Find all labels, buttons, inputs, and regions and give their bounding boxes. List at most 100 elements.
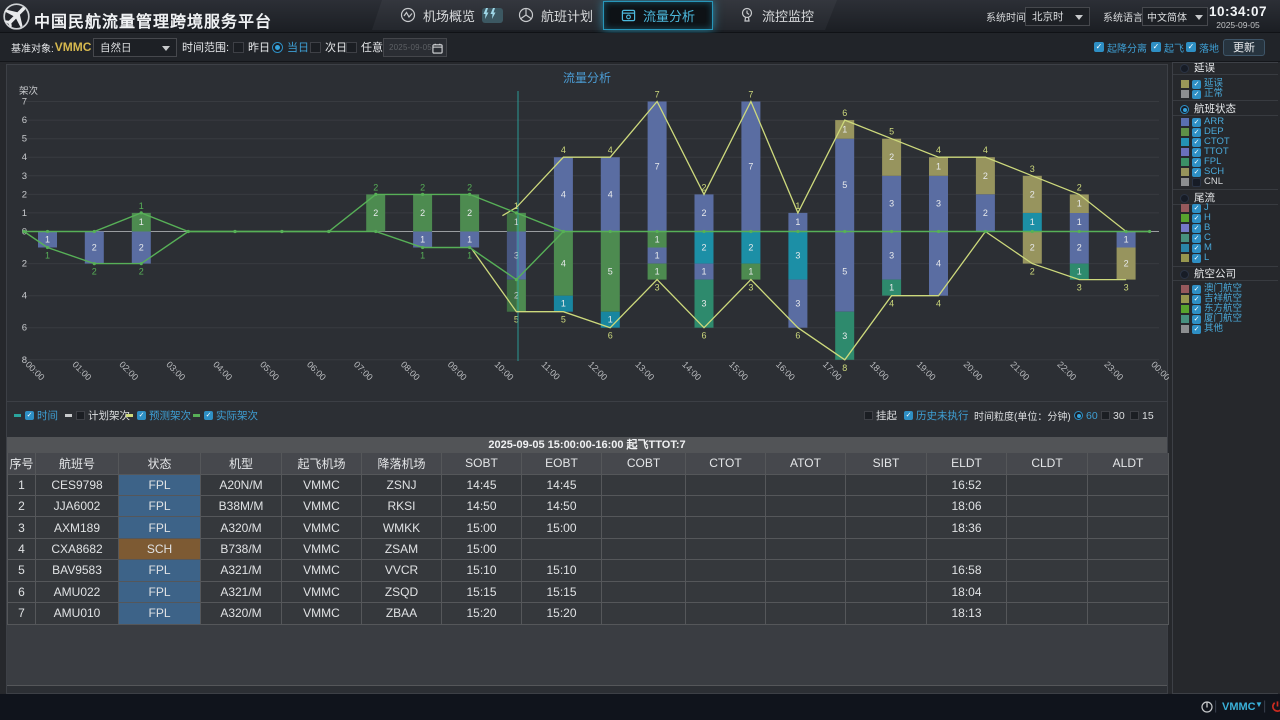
svg-text:7: 7 bbox=[655, 90, 660, 100]
svg-text:2: 2 bbox=[701, 182, 706, 192]
svg-text:4: 4 bbox=[608, 145, 613, 155]
svg-text:22:00: 22:00 bbox=[1055, 359, 1078, 382]
svg-text:4: 4 bbox=[22, 291, 27, 302]
svg-text:12:00: 12:00 bbox=[586, 359, 609, 382]
svg-text:1: 1 bbox=[795, 217, 800, 227]
svg-text:2: 2 bbox=[748, 243, 753, 253]
svg-text:1: 1 bbox=[22, 208, 27, 219]
svg-text:3: 3 bbox=[1030, 164, 1035, 174]
svg-text:6: 6 bbox=[795, 331, 800, 341]
svg-text:5: 5 bbox=[22, 134, 27, 145]
svg-text:1: 1 bbox=[1077, 267, 1082, 277]
svg-text:1: 1 bbox=[514, 201, 519, 211]
svg-text:6: 6 bbox=[842, 108, 847, 118]
svg-text:18:00: 18:00 bbox=[868, 359, 891, 382]
svg-text:4: 4 bbox=[936, 145, 941, 155]
svg-text:1: 1 bbox=[139, 201, 144, 211]
svg-text:2: 2 bbox=[467, 208, 472, 218]
svg-text:1: 1 bbox=[420, 235, 425, 245]
svg-text:2: 2 bbox=[373, 208, 378, 218]
svg-text:19:00: 19:00 bbox=[915, 359, 938, 382]
svg-text:3: 3 bbox=[655, 283, 660, 293]
svg-text:5: 5 bbox=[561, 315, 566, 325]
svg-text:架次: 架次 bbox=[19, 85, 39, 97]
svg-text:3: 3 bbox=[1124, 283, 1129, 293]
svg-text:2: 2 bbox=[1030, 189, 1035, 199]
svg-text:3: 3 bbox=[795, 251, 800, 261]
svg-text:3: 3 bbox=[936, 199, 941, 209]
svg-text:7: 7 bbox=[748, 90, 753, 100]
svg-text:1: 1 bbox=[45, 251, 50, 261]
svg-text:7: 7 bbox=[748, 162, 753, 172]
svg-text:1: 1 bbox=[467, 251, 472, 261]
svg-text:2: 2 bbox=[420, 182, 425, 192]
svg-text:10:00: 10:00 bbox=[493, 359, 516, 382]
svg-text:8: 8 bbox=[842, 363, 847, 373]
svg-text:17:00: 17:00 bbox=[821, 359, 844, 382]
svg-text:15:00: 15:00 bbox=[727, 359, 750, 382]
svg-text:04:00: 04:00 bbox=[211, 359, 234, 382]
svg-text:3: 3 bbox=[842, 331, 847, 341]
svg-text:11:00: 11:00 bbox=[539, 359, 562, 382]
svg-text:1: 1 bbox=[514, 217, 519, 227]
svg-text:09:00: 09:00 bbox=[446, 359, 469, 382]
svg-text:2: 2 bbox=[22, 189, 27, 200]
svg-text:4: 4 bbox=[561, 189, 566, 199]
svg-text:1: 1 bbox=[45, 235, 50, 245]
svg-text:1: 1 bbox=[467, 235, 472, 245]
svg-text:21:00: 21:00 bbox=[1008, 359, 1031, 382]
svg-text:23:00: 23:00 bbox=[1102, 359, 1125, 382]
svg-text:2: 2 bbox=[467, 182, 472, 192]
svg-text:3: 3 bbox=[889, 251, 894, 261]
svg-text:3: 3 bbox=[748, 283, 753, 293]
svg-text:2: 2 bbox=[139, 243, 144, 253]
svg-text:07:00: 07:00 bbox=[352, 359, 375, 382]
svg-text:1: 1 bbox=[842, 124, 847, 134]
svg-text:7: 7 bbox=[655, 162, 660, 172]
svg-text:1: 1 bbox=[655, 235, 660, 245]
svg-text:1: 1 bbox=[748, 267, 753, 277]
svg-text:4: 4 bbox=[561, 145, 566, 155]
svg-text:1: 1 bbox=[608, 315, 613, 325]
svg-text:2: 2 bbox=[701, 243, 706, 253]
svg-text:3: 3 bbox=[1077, 283, 1082, 293]
svg-text:1: 1 bbox=[139, 217, 144, 227]
svg-text:2: 2 bbox=[92, 267, 97, 277]
svg-text:4: 4 bbox=[608, 189, 613, 199]
svg-text:1: 1 bbox=[1030, 217, 1035, 227]
svg-text:13:00: 13:00 bbox=[633, 359, 656, 382]
svg-text:4: 4 bbox=[22, 152, 27, 163]
svg-text:1: 1 bbox=[420, 251, 425, 261]
svg-text:02:00: 02:00 bbox=[117, 359, 140, 382]
svg-text:2: 2 bbox=[1077, 182, 1082, 192]
svg-text:4: 4 bbox=[936, 259, 941, 269]
svg-text:7: 7 bbox=[22, 97, 27, 108]
svg-text:1: 1 bbox=[889, 283, 894, 293]
svg-text:6: 6 bbox=[22, 115, 27, 126]
svg-text:00:00: 00:00 bbox=[1149, 359, 1169, 382]
svg-text:4: 4 bbox=[561, 259, 566, 269]
svg-text:2: 2 bbox=[139, 267, 144, 277]
svg-text:2: 2 bbox=[1030, 243, 1035, 253]
svg-text:2: 2 bbox=[701, 208, 706, 218]
svg-text:1: 1 bbox=[1124, 235, 1129, 245]
svg-text:5: 5 bbox=[608, 267, 613, 277]
svg-text:14:00: 14:00 bbox=[680, 359, 703, 382]
svg-text:20:00: 20:00 bbox=[962, 359, 985, 382]
svg-text:6: 6 bbox=[701, 331, 706, 341]
svg-text:2: 2 bbox=[514, 291, 519, 301]
svg-text:6: 6 bbox=[22, 323, 27, 334]
svg-text:03:00: 03:00 bbox=[164, 359, 187, 382]
svg-text:16:00: 16:00 bbox=[774, 359, 797, 382]
svg-text:5: 5 bbox=[842, 267, 847, 277]
svg-text:01:00: 01:00 bbox=[70, 359, 93, 382]
svg-text:4: 4 bbox=[936, 299, 941, 309]
svg-text:05:00: 05:00 bbox=[258, 359, 281, 382]
svg-text:3: 3 bbox=[22, 171, 27, 182]
svg-text:3: 3 bbox=[514, 251, 519, 261]
svg-text:4: 4 bbox=[889, 299, 894, 309]
svg-text:4: 4 bbox=[983, 145, 988, 155]
svg-text:3: 3 bbox=[701, 299, 706, 309]
svg-text:2: 2 bbox=[889, 152, 894, 162]
svg-text:2: 2 bbox=[420, 208, 425, 218]
